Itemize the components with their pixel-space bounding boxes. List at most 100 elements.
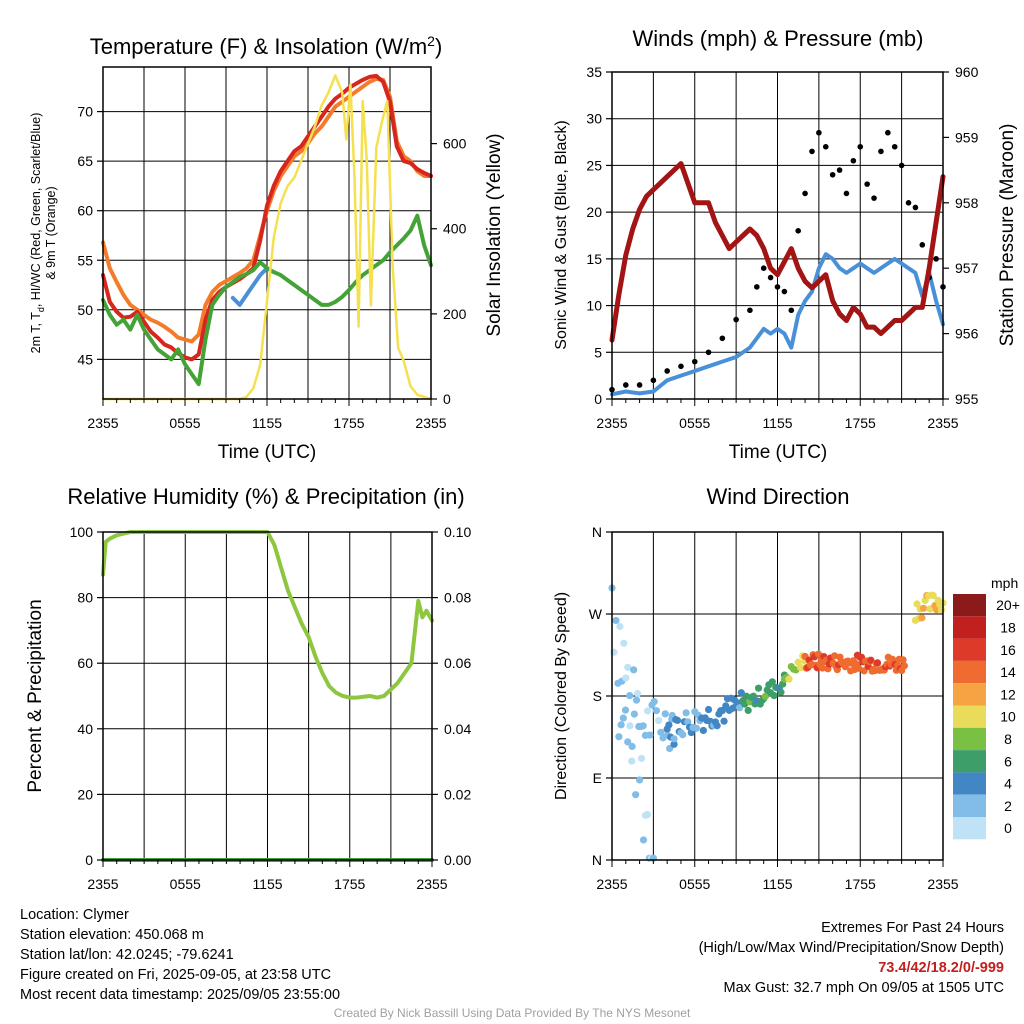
- wind-direction-ylabel: Direction (Colored By Speed): [553, 592, 570, 800]
- wind-direction-title: Wind Direction: [706, 484, 849, 509]
- direction-point: [735, 704, 744, 712]
- temperature-series: [101, 73, 433, 401]
- gust-point: [905, 200, 912, 206]
- direction-point: [737, 689, 745, 697]
- y2-tick-label: 955: [955, 391, 979, 407]
- gust-point: [836, 167, 843, 173]
- y2-tick-label: 0.04: [444, 721, 471, 737]
- direction-point: [615, 733, 623, 741]
- gust-point: [760, 265, 767, 272]
- y-tick-label: 20: [77, 786, 93, 802]
- temperature-xlabel: Time (UTC): [218, 442, 317, 463]
- direction-point: [761, 692, 770, 700]
- gust-point: [719, 335, 726, 342]
- series-line-2: [609, 161, 946, 343]
- direction-point: [770, 691, 778, 700]
- gust-point: [788, 307, 795, 314]
- humidity-ylabel: Percent & Precipitation: [25, 599, 46, 792]
- colorbar-label: 18: [1000, 619, 1016, 635]
- y-tick-label: S: [593, 688, 602, 704]
- figure-created: Figure created on Fri, 2025-09-05, at 23…: [20, 967, 332, 983]
- direction-point: [624, 663, 632, 671]
- station-info: Location: Clymer Station elevation: 450.…: [20, 905, 340, 1005]
- temperature-tick-labels: 45 50 55 60 65 70 2355 0555 1155 1755 2355 0 200 400 6…: [77, 104, 466, 431]
- gust-point: [822, 143, 829, 150]
- colorbar-label: 12: [1000, 686, 1016, 702]
- gust-point: [802, 190, 808, 197]
- x-tick-label: 0555: [169, 415, 200, 431]
- y2-tick-label: 960: [955, 64, 979, 80]
- colorbar-label: 10: [1000, 709, 1016, 725]
- y-tick-label: 80: [77, 590, 93, 606]
- colorbar-label: 20+: [996, 597, 1020, 613]
- gust-point: [795, 228, 801, 234]
- direction-point: [713, 722, 721, 730]
- y-tick-label: 10: [586, 298, 602, 314]
- direction-point: [624, 738, 632, 746]
- x-tick-label: 2355: [596, 415, 627, 431]
- colorbar-swatch: [953, 638, 986, 661]
- direction-point: [620, 639, 628, 647]
- direction-point: [768, 678, 776, 686]
- y-tick-label: 65: [77, 153, 93, 169]
- direction-point: [720, 717, 728, 725]
- y2-tick-label: 958: [955, 195, 979, 211]
- direction-point: [657, 728, 665, 736]
- x-tick-label: 0555: [679, 876, 710, 892]
- direction-point: [679, 731, 687, 739]
- x-tick-label: 1755: [334, 876, 365, 892]
- direction-point: [643, 810, 652, 819]
- station-latlon: Station lat/lon: 42.0245; -79.6241: [20, 947, 234, 963]
- direction-point: [628, 757, 636, 765]
- direction-point: [673, 716, 682, 725]
- y-tick-label: 20: [586, 204, 602, 220]
- y2-tick-label: 0.10: [444, 524, 471, 540]
- series-line-0: [610, 252, 945, 397]
- y2-tick-label: 956: [955, 326, 979, 342]
- direction-point: [777, 688, 785, 696]
- direction-point: [616, 622, 624, 631]
- gust-point: [829, 171, 836, 178]
- direction-point: [937, 606, 945, 614]
- gust-point: [871, 195, 877, 201]
- direction-point: [855, 664, 863, 672]
- credit-line: Created By Nick Bassill Using Data Provi…: [333, 1006, 691, 1020]
- wind-direction-tick-labels: N E S W N 2355 0555 1155 1755 2355: [589, 524, 959, 892]
- y2-tick-label: 0: [443, 391, 451, 407]
- x-tick-label: 2355: [927, 876, 958, 892]
- x-tick-label: 1155: [762, 876, 792, 892]
- direction-point: [628, 742, 636, 751]
- direction-point: [867, 656, 875, 664]
- wind-speed-colorbar: mph 20+ 18 16 14 12 10 8 6 4 2 0: [953, 575, 1020, 840]
- y-tick-label: 55: [77, 252, 93, 268]
- y-tick-label: 60: [77, 655, 93, 671]
- direction-point: [704, 705, 713, 714]
- gust-point: [691, 358, 698, 365]
- pressure-y2label: Station Pressure (Maroon): [997, 124, 1018, 347]
- y-tick-label: 35: [586, 64, 602, 80]
- gust-point: [891, 143, 898, 150]
- colorbar-swatch: [953, 794, 986, 817]
- gust-point: [774, 284, 781, 290]
- direction-point: [919, 604, 928, 612]
- y-tick-label: 25: [586, 157, 602, 173]
- x-tick-label: 0555: [170, 876, 201, 892]
- direction-point: [744, 706, 752, 715]
- series-line-3: [101, 213, 433, 387]
- y-tick-label: 60: [77, 203, 93, 219]
- x-tick-label: 2355: [416, 876, 447, 892]
- extremes-values: 73.4/42/18.2/0/-999: [878, 960, 1004, 976]
- y2-tick-label: 0.00: [444, 852, 471, 868]
- direction-point: [612, 616, 620, 625]
- direction-point: [814, 650, 823, 658]
- colorbar-label: 0: [1004, 820, 1012, 836]
- winds-tick-labels: 0 5 10 15 20 25 30 35 2355 0555 1155 1755 2355 955 956…: [586, 64, 978, 431]
- direction-point: [632, 791, 640, 799]
- y-tick-label: E: [593, 770, 602, 786]
- direction-point: [818, 664, 827, 672]
- extremes-info: Extremes For Past 24 Hours (High/Low/Max…: [699, 918, 1004, 998]
- gust-point: [850, 157, 857, 164]
- station-location: Location: Clymer: [20, 907, 129, 923]
- direction-point: [692, 724, 701, 732]
